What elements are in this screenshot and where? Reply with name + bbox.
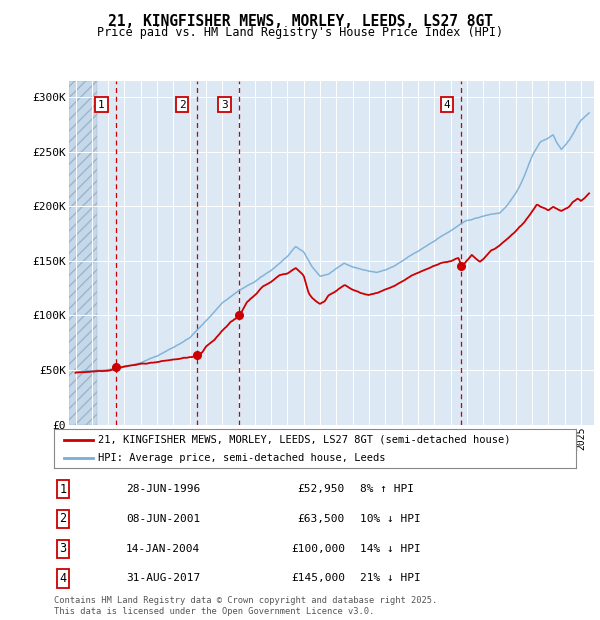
Text: 3: 3: [59, 542, 67, 555]
Text: £52,950: £52,950: [298, 484, 345, 494]
Text: 1: 1: [59, 483, 67, 495]
Text: 4: 4: [443, 100, 450, 110]
Text: 10% ↓ HPI: 10% ↓ HPI: [360, 514, 421, 524]
Text: £145,000: £145,000: [291, 574, 345, 583]
Text: 28-JUN-1996: 28-JUN-1996: [126, 484, 200, 494]
Text: 21, KINGFISHER MEWS, MORLEY, LEEDS, LS27 8GT (semi-detached house): 21, KINGFISHER MEWS, MORLEY, LEEDS, LS27…: [98, 435, 511, 445]
Text: 8% ↑ HPI: 8% ↑ HPI: [360, 484, 414, 494]
Text: 21, KINGFISHER MEWS, MORLEY, LEEDS, LS27 8GT: 21, KINGFISHER MEWS, MORLEY, LEEDS, LS27…: [107, 14, 493, 29]
Text: 4: 4: [59, 572, 67, 585]
Text: 3: 3: [221, 100, 228, 110]
Text: 31-AUG-2017: 31-AUG-2017: [126, 574, 200, 583]
Text: 08-JUN-2001: 08-JUN-2001: [126, 514, 200, 524]
Text: 14-JAN-2004: 14-JAN-2004: [126, 544, 200, 554]
Text: HPI: Average price, semi-detached house, Leeds: HPI: Average price, semi-detached house,…: [98, 453, 386, 463]
Text: £100,000: £100,000: [291, 544, 345, 554]
Text: 1: 1: [98, 100, 105, 110]
Text: £63,500: £63,500: [298, 514, 345, 524]
Text: 21% ↓ HPI: 21% ↓ HPI: [360, 574, 421, 583]
Text: Contains HM Land Registry data © Crown copyright and database right 2025.
This d: Contains HM Land Registry data © Crown c…: [54, 596, 437, 616]
Text: 14% ↓ HPI: 14% ↓ HPI: [360, 544, 421, 554]
Text: 2: 2: [59, 513, 67, 525]
Text: 2: 2: [179, 100, 185, 110]
Text: Price paid vs. HM Land Registry's House Price Index (HPI): Price paid vs. HM Land Registry's House …: [97, 26, 503, 39]
